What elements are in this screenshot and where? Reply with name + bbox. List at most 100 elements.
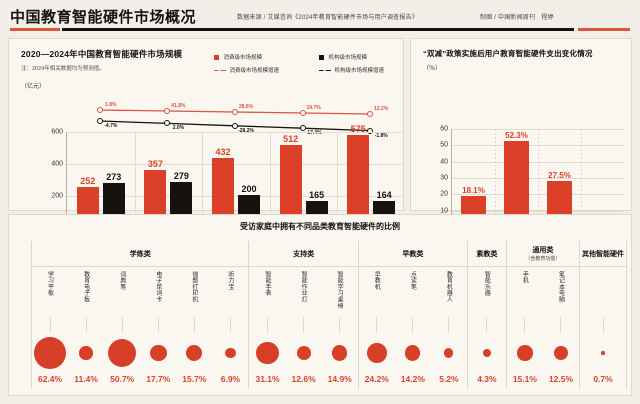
market-bar-value: 164 bbox=[376, 189, 392, 200]
ownership-groups: 学练类 学习平板 62.4% 教育电子板 11.4% 词典笔 50.7% 电子单词卡 17.7%… bbox=[31, 241, 627, 389]
ownership-item-label: 早教机 bbox=[373, 271, 380, 290]
ownership-item-list: 0.7% bbox=[580, 267, 626, 389]
ownership-group-header: 素教类 bbox=[467, 241, 506, 267]
policy-chart-title: “双减”政策实施后用户教育智能硬件支出变化情况 bbox=[423, 49, 593, 58]
policy-y-tick: 50 bbox=[440, 141, 448, 149]
growth-point-label: -1.8% bbox=[374, 132, 388, 139]
ownership-group-name: 学练类 bbox=[129, 250, 151, 258]
policy-gridline bbox=[452, 194, 623, 196]
ownership-bubble bbox=[256, 341, 279, 365]
policy-gridline bbox=[452, 145, 623, 147]
market-category-divider bbox=[202, 132, 204, 227]
ownership-item-list: 智能手表 31.1% 智能作业灯 12.6% 智能学习桌椅 14.9% bbox=[249, 267, 357, 389]
ownership-bubble bbox=[225, 347, 236, 359]
ownership-item: 笔记本电脑 12.5% bbox=[543, 267, 579, 389]
ownership-item-label: 学习平板 bbox=[46, 271, 53, 297]
legend-consumer-size: 消费级市场规模 bbox=[214, 53, 262, 61]
market-category-divider bbox=[134, 132, 136, 227]
policy-y-tick: 40 bbox=[440, 158, 448, 166]
ownership-group: 其他智能硬件 0.7% bbox=[579, 241, 627, 389]
ownership-group-header: 学练类 bbox=[32, 241, 249, 267]
market-chart-note: 注：2024年相关数据均为预测值。 bbox=[21, 66, 105, 72]
market-bar-value: 273 bbox=[106, 172, 122, 183]
ownership-item-list: 手机 15.1% 笔记本电脑 12.5% bbox=[507, 267, 579, 389]
ownership-bubble-wrap bbox=[482, 332, 492, 374]
policy-category-divider bbox=[495, 129, 496, 226]
growth-point bbox=[299, 110, 306, 116]
ownership-group-header: 其他智能硬件 bbox=[580, 241, 626, 267]
legend-consumer-growth: 消费级市场规模增速 bbox=[214, 66, 279, 74]
market-bar: 357 bbox=[144, 159, 167, 227]
ownership-bubble bbox=[107, 338, 137, 368]
ownership-item-value: 5.2% bbox=[439, 374, 459, 384]
ownership-bubble bbox=[366, 343, 387, 363]
market-gridline bbox=[67, 132, 404, 133]
growth-point-label: -17.4% bbox=[305, 130, 322, 137]
page-header: 中国教育智能硬件市场概况 数据来源 / 艾媒咨询《2024年教育智能硬件市场与用… bbox=[0, 0, 640, 34]
growth-point bbox=[232, 122, 238, 129]
ownership-item: 智能作业灯 12.6% bbox=[286, 267, 322, 389]
ownership-bubble-wrap bbox=[553, 332, 569, 374]
ownership-item: 教育机器人 5.2% bbox=[431, 267, 467, 389]
ownership-item: 智能手表 31.1% bbox=[249, 267, 285, 389]
ownership-bubble-wrap bbox=[256, 332, 279, 374]
ownership-item: 电子单词卡 17.7% bbox=[140, 267, 176, 389]
ownership-bubble-wrap bbox=[186, 332, 203, 374]
ownership-item-stem bbox=[602, 317, 604, 332]
ownership-bubble bbox=[149, 344, 167, 362]
ownership-title: 受访家庭中拥有不同品类教育智能硬件的比例 bbox=[240, 222, 400, 231]
ownership-item-stem bbox=[376, 317, 378, 332]
ownership-bubble bbox=[296, 345, 311, 361]
ownership-group: 素教类 智能乐器 4.3% bbox=[466, 241, 506, 389]
policy-bar-value: 18.1% bbox=[462, 186, 485, 196]
market-bar-value: 252 bbox=[80, 175, 96, 186]
ownership-item-value: 24.2% bbox=[364, 374, 389, 384]
market-bar-value: 432 bbox=[215, 146, 231, 157]
ownership-item-value: 11.4% bbox=[74, 374, 98, 384]
legend-institution-size: 机构级市场规模 bbox=[319, 53, 367, 61]
ownership-bubble-wrap bbox=[601, 332, 605, 374]
growth-point-label: 28.6% bbox=[238, 104, 254, 110]
ownership-bubble-wrap bbox=[405, 332, 421, 374]
market-y-tick: 600 bbox=[51, 128, 63, 136]
ownership-item-value: 14.2% bbox=[400, 374, 425, 384]
growth-point bbox=[96, 118, 103, 124]
market-bar-value: 200 bbox=[241, 184, 257, 194]
ownership-item: 智能学习桌椅 14.9% bbox=[322, 267, 358, 389]
ownership-item-value: 17.7% bbox=[146, 374, 171, 384]
ownership-bubble bbox=[444, 348, 454, 358]
market-bar: 575 bbox=[347, 124, 370, 227]
header-rule-right bbox=[578, 28, 630, 31]
growth-point bbox=[96, 107, 103, 113]
ownership-bubble-wrap bbox=[79, 332, 93, 374]
market-bar-value: 165 bbox=[309, 189, 325, 200]
growth-point bbox=[367, 111, 374, 117]
growth-point bbox=[164, 120, 171, 127]
market-category-divider bbox=[269, 132, 271, 227]
ownership-item-stem bbox=[560, 317, 562, 332]
ownership-item-list: 早教机 24.2% 点读笔 14.2% 教育机器人 5.2% bbox=[359, 267, 467, 389]
ownership-group-name: 其他智能硬件 bbox=[582, 250, 624, 258]
ownership-item-stem bbox=[85, 317, 87, 332]
ownership-item-list: 学习平板 62.4% 教育电子板 11.4% 词典笔 50.7% 电子单词卡 17.7% 错题打… bbox=[32, 267, 248, 389]
ownership-panel: 受访家庭中拥有不同品类教育智能硬件的比例 学练类 学习平板 62.4% 教育电子板 11… bbox=[8, 214, 632, 396]
growth-point-label: 12.2% bbox=[374, 106, 389, 112]
ownership-group: 支持类 智能手表 31.1% 智能作业灯 12.6% 智能学习桌椅 14.9% bbox=[248, 241, 358, 389]
ownership-item-label: 词典笔 bbox=[118, 271, 125, 290]
policy-bar-value: 27.5% bbox=[548, 171, 571, 181]
ownership-item-stem bbox=[157, 317, 159, 332]
ownership-group: 通用类 （含教育功能） 手机 15.1% 笔记本电脑 12.5% bbox=[505, 241, 579, 389]
ownership-bubble-wrap bbox=[517, 332, 533, 374]
ownership-item-label: 错题打印机 bbox=[190, 271, 197, 303]
page-title: 中国教育智能硬件市场概况 bbox=[10, 9, 197, 26]
legend-label-consumer-growth: 消费级市场规模增速 bbox=[229, 68, 280, 74]
ownership-bubble bbox=[79, 346, 93, 360]
market-bar-value: 279 bbox=[173, 171, 189, 182]
legend-institution-growth: 机构级市场规模增速 bbox=[319, 66, 384, 74]
ownership-item-stem bbox=[303, 317, 305, 332]
growth-point-label: -28.2% bbox=[238, 127, 254, 134]
market-y-tick: 400 bbox=[51, 160, 63, 168]
ownership-item-stem bbox=[412, 317, 414, 332]
growth-point-label: -4.7% bbox=[104, 123, 118, 129]
